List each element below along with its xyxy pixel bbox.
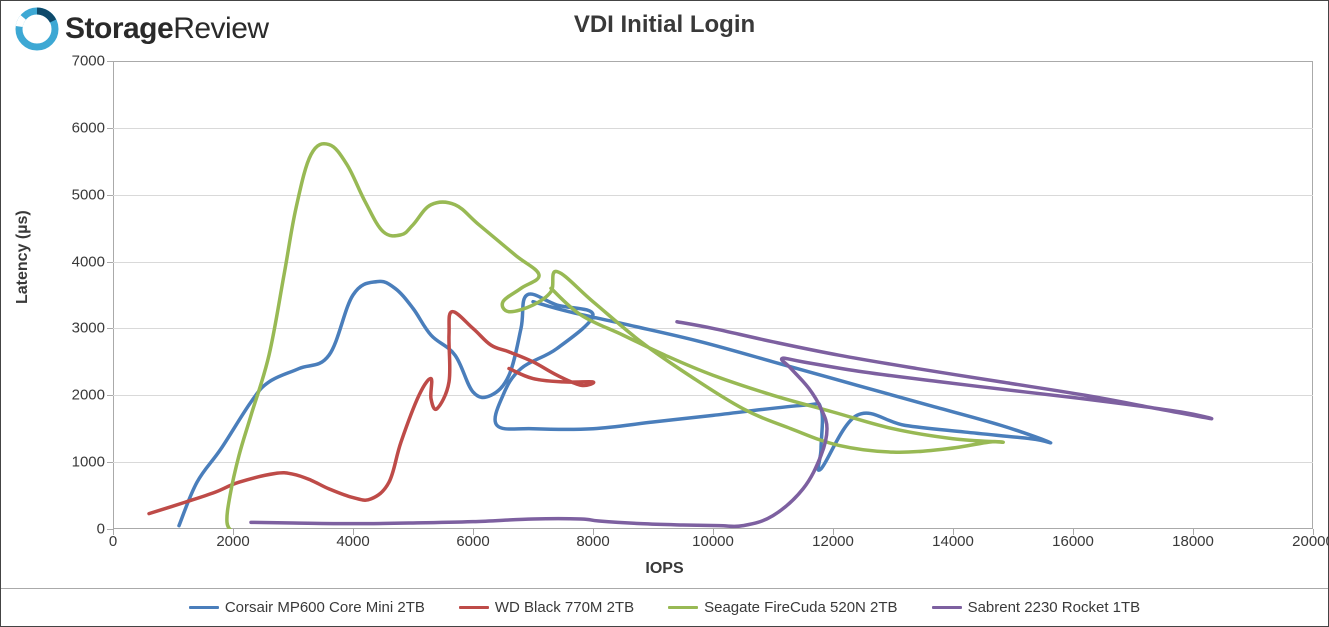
storagereview-logo-icon [15,7,59,51]
legend: Corsair MP600 Core Mini 2TB WD Black 770M… [1,588,1328,626]
x-tick-mark [1193,529,1194,535]
legend-label: Seagate FireCuda 520N 2TB [704,599,897,616]
legend-label: Sabrent 2230 Rocket 1TB [968,599,1141,616]
x-tick-mark [593,529,594,535]
series-line-0 [179,281,1051,525]
legend-label: Corsair MP600 Core Mini 2TB [225,599,425,616]
x-tick-label: 6000 [456,533,489,550]
x-tick-label: 14000 [932,533,974,550]
series-line-1 [149,312,594,514]
x-tick-label: 12000 [812,533,854,550]
legend-item-1: WD Black 770M 2TB [459,599,634,616]
x-tick-mark [353,529,354,535]
x-tick-mark [473,529,474,535]
brand-logo-text: StorageReview [65,12,269,46]
x-tick-label: 10000 [692,533,734,550]
chart-container: StorageReview VDI Initial Login 01000200… [0,0,1329,627]
plot-svg [113,61,1313,529]
x-tick-label: 18000 [1172,533,1214,550]
x-tick-mark [1073,529,1074,535]
legend-item-2: Seagate FireCuda 520N 2TB [668,599,897,616]
x-tick-label: 0 [109,533,117,550]
legend-swatch [459,606,489,609]
x-tick-label: 16000 [1052,533,1094,550]
x-tick-mark [1313,529,1314,535]
x-tick-label: 8000 [576,533,609,550]
legend-item-3: Sabrent 2230 Rocket 1TB [932,599,1141,616]
x-tick-label: 2000 [216,533,249,550]
legend-swatch [932,606,962,609]
x-tick-label: 20000 [1292,533,1329,550]
legend-label: WD Black 770M 2TB [495,599,634,616]
x-tick-mark [113,529,114,535]
x-tick-mark [953,529,954,535]
x-tick-mark [233,529,234,535]
chart-title: VDI Initial Login [574,11,755,39]
x-tick-label: 4000 [336,533,369,550]
legend-item-0: Corsair MP600 Core Mini 2TB [189,599,425,616]
y-axis-label: Latency (µs) [14,210,32,304]
x-tick-mark [833,529,834,535]
series-line-3 [251,322,1212,527]
legend-swatch [189,606,219,609]
legend-swatch [668,606,698,609]
brand-logo: StorageReview [15,7,269,51]
series-line-2 [227,144,1003,533]
x-tick-mark [713,529,714,535]
x-axis-label: IOPS [645,560,683,578]
